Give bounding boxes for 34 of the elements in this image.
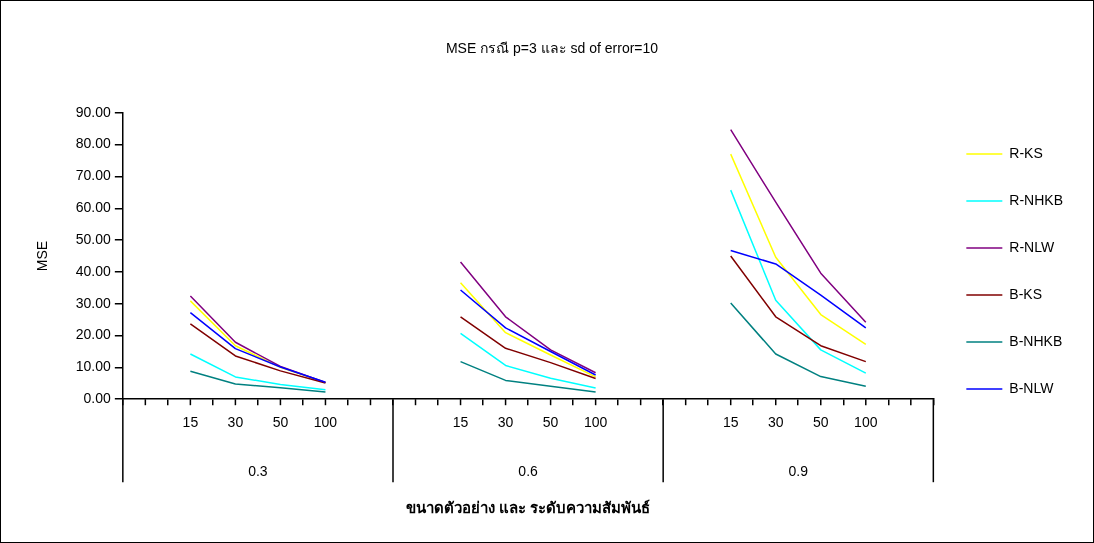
- x-tick-label: 30: [227, 414, 244, 431]
- y-tick-label: 60.00: [75, 199, 112, 216]
- legend-label: B-NLW: [1009, 379, 1055, 396]
- legend-label: R-NHKB: [1009, 191, 1063, 208]
- x-axis-title: ขนาดตัวอย่าง และ ระดับความสัมพันธ์: [405, 499, 651, 517]
- chart-title: MSE กรณี p=3 และ sd of error=10: [445, 40, 659, 57]
- legend-label: B-KS: [1009, 285, 1043, 302]
- y-tick-label: 30.00: [75, 294, 112, 311]
- legend-label: B-NHKB: [1009, 332, 1063, 349]
- y-tick-label: 80.00: [75, 135, 112, 152]
- y-tick-label: 0.00: [83, 390, 112, 407]
- y-tick-label: 90.00: [75, 103, 112, 120]
- x-tick-label: 50: [542, 414, 559, 431]
- x-tick-label: 30: [497, 414, 514, 431]
- y-tick-label: 20.00: [75, 326, 112, 343]
- x-tick-label: 15: [452, 414, 469, 431]
- y-tick-label: 70.00: [75, 167, 112, 184]
- x-tick-label: 100: [854, 414, 878, 431]
- x-tick-label: 50: [812, 414, 829, 431]
- x-tick-label: 15: [722, 414, 739, 431]
- text: 0.6: [518, 463, 539, 480]
- text: 0.3: [248, 463, 268, 480]
- y-tick-label: 40.00: [75, 262, 112, 279]
- x-tick-label: 100: [313, 414, 338, 431]
- y-tick-label: 10.00: [75, 358, 112, 375]
- y-tick-label: 50.00: [75, 230, 112, 247]
- legend-label: R-NLW: [1009, 238, 1055, 255]
- x-tick-label: 50: [272, 414, 289, 431]
- legend-label: R-KS: [1009, 144, 1043, 161]
- text: 0.9: [788, 463, 809, 480]
- y-axis-title: MSE: [34, 240, 51, 272]
- x-tick-label: 30: [767, 414, 784, 431]
- x-tick-label: 100: [583, 414, 608, 431]
- x-tick-label: 15: [182, 414, 199, 431]
